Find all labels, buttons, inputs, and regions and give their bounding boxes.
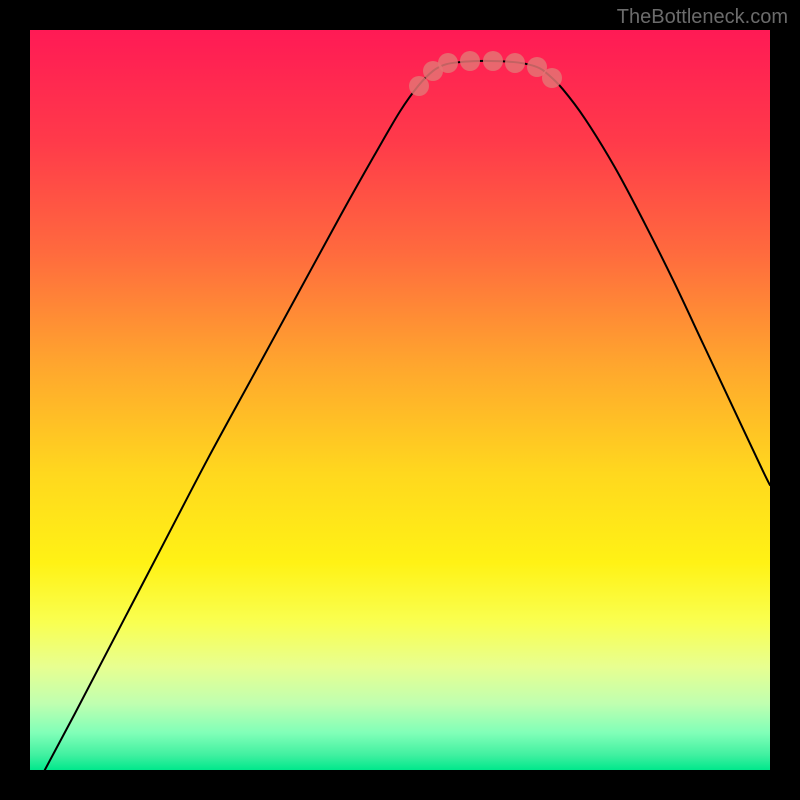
data-marker [438,53,458,73]
watermark-text: TheBottleneck.com [617,6,788,29]
chart-curve-layer [30,30,770,770]
chart-plot-area [30,30,770,770]
data-marker [542,68,562,88]
data-marker [483,51,503,71]
data-marker [409,76,429,96]
data-marker [460,51,480,71]
data-marker [505,53,525,73]
main-curve-line [45,61,770,770]
